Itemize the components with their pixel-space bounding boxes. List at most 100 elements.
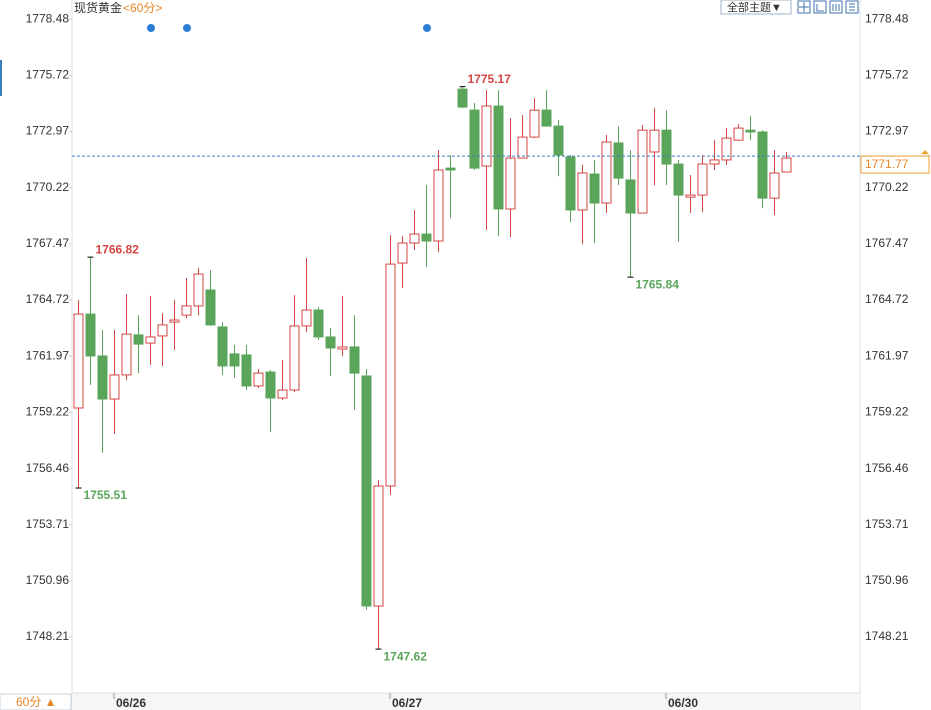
- x-tick-label: 06/30: [668, 696, 698, 710]
- event-marker[interactable]: [423, 24, 431, 32]
- toolbar-icons[interactable]: [797, 0, 859, 14]
- candle-body: [193, 273, 204, 307]
- candle-body: [85, 313, 96, 357]
- y-tick-label: 1753.71: [26, 517, 70, 531]
- extreme-label: 1755.51: [84, 488, 128, 502]
- candle-body: [565, 156, 576, 211]
- candle-body: [541, 109, 552, 127]
- candle-body: [481, 105, 492, 167]
- candle-body: [517, 136, 528, 159]
- period-button-label: 60分 ▲: [16, 695, 57, 709]
- candle-body: [397, 242, 408, 264]
- candle-body: [709, 159, 720, 165]
- candle-body: [301, 309, 312, 327]
- y-tick-label: 1750.96: [26, 573, 70, 587]
- candle-body: [625, 179, 636, 214]
- candle-body: [385, 263, 396, 487]
- current-price-box: [860, 155, 930, 174]
- candle-body: [121, 333, 132, 376]
- candle-body: [601, 141, 612, 204]
- candle-body: [157, 324, 168, 337]
- icon-crosshair-lines: [799, 2, 809, 12]
- theme-menu[interactable]: [720, 0, 792, 15]
- y2-tick-label: 1759.22: [865, 404, 909, 418]
- candle-body: [313, 309, 324, 338]
- candle-body: [745, 129, 756, 133]
- y2-tick-label: 1753.71: [865, 517, 909, 531]
- icon-zoom-in[interactable]: [813, 0, 827, 14]
- y-tick-label: 1778.48: [26, 11, 70, 25]
- candle-body: [733, 127, 744, 141]
- current-price-arrow: [921, 150, 929, 155]
- y-tick-label: 1764.72: [26, 292, 70, 306]
- y-tick-label: 1759.22: [26, 404, 70, 418]
- candle-body: [289, 325, 300, 391]
- candle-body: [277, 389, 288, 399]
- icon-zoom-out-lines: [832, 4, 840, 11]
- icon-zoom-out[interactable]: [829, 0, 843, 14]
- y-tick-label: 1748.21: [26, 629, 70, 643]
- candle-body: [589, 173, 600, 204]
- icon-crosshair[interactable]: [797, 0, 811, 14]
- y2-tick-label: 1761.97: [865, 348, 909, 362]
- y-tick-label: 1772.97: [26, 124, 70, 138]
- candle-body: [673, 163, 684, 196]
- candle-body: [721, 137, 732, 161]
- candle-body: [505, 157, 516, 210]
- candle-body: [433, 169, 444, 242]
- candle-body: [265, 371, 276, 399]
- candle-body: [145, 336, 156, 344]
- candle-body: [349, 346, 360, 374]
- candle-body: [493, 105, 504, 210]
- icon-settings[interactable]: [845, 0, 859, 14]
- y2-tick-label: 1750.96: [865, 573, 909, 587]
- candle-body: [781, 157, 792, 173]
- side-indicator: [0, 60, 2, 96]
- candle-body: [97, 355, 108, 400]
- y2-tick-label: 1756.46: [865, 461, 909, 475]
- candle-body: [469, 109, 480, 169]
- candle-body: [769, 172, 780, 199]
- candle-body: [577, 172, 588, 211]
- x-tick-label: 06/27: [392, 696, 422, 710]
- candle-body: [181, 305, 192, 316]
- candle-body: [445, 167, 456, 171]
- y2-tick-label: 1770.22: [865, 180, 909, 194]
- candle-body: [253, 372, 264, 387]
- period-button[interactable]: [0, 693, 72, 710]
- event-marker[interactable]: [183, 24, 191, 32]
- y2-tick-label: 1767.47: [865, 236, 909, 250]
- chart-title: 现货黄金: [74, 0, 122, 15]
- extreme-label: 1765.84: [636, 277, 680, 291]
- candle-body: [205, 289, 216, 326]
- candle-body: [73, 313, 84, 409]
- candle-body: [373, 485, 384, 607]
- extreme-label: 1747.62: [384, 649, 428, 663]
- y2-tick-label: 1775.72: [865, 68, 909, 82]
- candle-body: [109, 374, 120, 400]
- candle-body: [241, 354, 252, 387]
- candle-body: [757, 131, 768, 199]
- candle-body: [229, 353, 240, 367]
- y2-tick-label: 1764.72: [865, 292, 909, 306]
- candle-body: [697, 163, 708, 196]
- chart-subtitle: <60分>: [123, 1, 162, 15]
- y2-tick-label: 1772.97: [865, 124, 909, 138]
- y-tick-label: 1775.72: [26, 68, 70, 82]
- candle-body: [325, 336, 336, 349]
- icon-settings-lines: [849, 3, 855, 11]
- candle-body: [409, 233, 420, 244]
- candle-body: [553, 125, 564, 156]
- theme-menu-label: 全部主题▼: [727, 0, 782, 14]
- y-tick-label: 1756.46: [26, 461, 70, 475]
- y-tick-label: 1770.22: [26, 180, 70, 194]
- candle-body: [133, 334, 144, 345]
- candle-body: [421, 233, 432, 242]
- candle-body: [337, 346, 348, 350]
- candle-body: [361, 375, 372, 607]
- extreme-label: 1766.82: [96, 242, 140, 256]
- event-marker[interactable]: [147, 24, 155, 32]
- y-tick-label: 1767.47: [26, 236, 70, 250]
